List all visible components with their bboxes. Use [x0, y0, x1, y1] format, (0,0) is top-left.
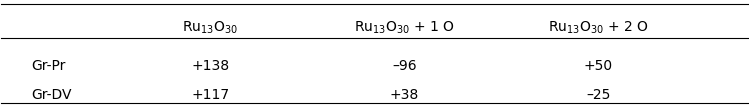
Text: +138: +138 — [191, 59, 229, 73]
Text: Ru$_{13}$O$_{30}$: Ru$_{13}$O$_{30}$ — [182, 20, 238, 36]
Text: +38: +38 — [389, 88, 419, 102]
Text: Gr-DV: Gr-DV — [31, 88, 72, 102]
Text: Gr-Pr: Gr-Pr — [31, 59, 66, 73]
Text: –96: –96 — [392, 59, 416, 73]
Text: Ru$_{13}$O$_{30}$ + 1 O: Ru$_{13}$O$_{30}$ + 1 O — [354, 20, 455, 36]
Text: +117: +117 — [191, 88, 229, 102]
Text: –25: –25 — [586, 88, 610, 102]
Text: +50: +50 — [583, 59, 613, 73]
Text: Ru$_{13}$O$_{30}$ + 2 O: Ru$_{13}$O$_{30}$ + 2 O — [548, 20, 649, 36]
